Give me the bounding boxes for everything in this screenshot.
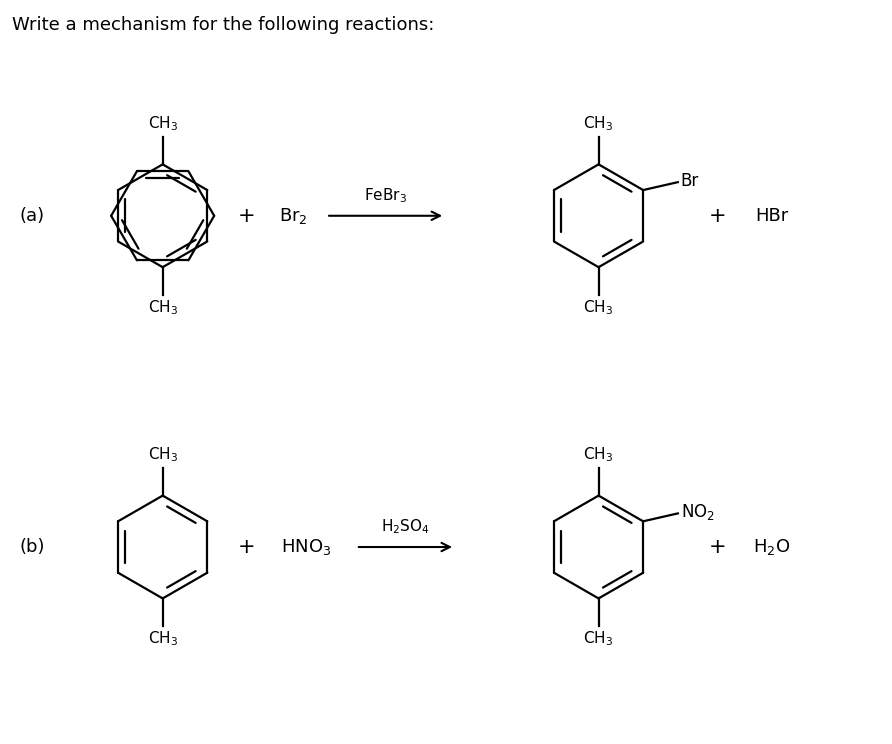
Text: +: + [238,206,256,225]
Text: H$_2$O: H$_2$O [753,537,790,557]
Text: H$_2$SO$_4$: H$_2$SO$_4$ [381,517,430,536]
Text: CH$_3$: CH$_3$ [583,115,614,133]
Text: HNO$_3$: HNO$_3$ [281,537,332,557]
Text: FeBr$_3$: FeBr$_3$ [364,186,407,205]
Text: Br$_2$: Br$_2$ [279,206,308,225]
Text: CH$_3$: CH$_3$ [147,298,178,317]
Text: +: + [238,537,256,557]
Text: CH$_3$: CH$_3$ [147,629,178,648]
Text: CH$_3$: CH$_3$ [583,446,614,464]
Text: CH$_3$: CH$_3$ [147,446,178,464]
Text: CH$_3$: CH$_3$ [583,629,614,648]
Text: CH$_3$: CH$_3$ [583,298,614,317]
Text: +: + [708,537,726,557]
Text: (b): (b) [19,538,45,556]
Text: NO$_2$: NO$_2$ [681,502,714,522]
Text: Br: Br [681,172,699,190]
Text: Write a mechanism for the following reactions:: Write a mechanism for the following reac… [12,16,434,34]
Text: HBr: HBr [756,207,789,225]
Text: +: + [708,206,726,225]
Text: (a): (a) [19,207,44,225]
Text: CH$_3$: CH$_3$ [147,115,178,133]
